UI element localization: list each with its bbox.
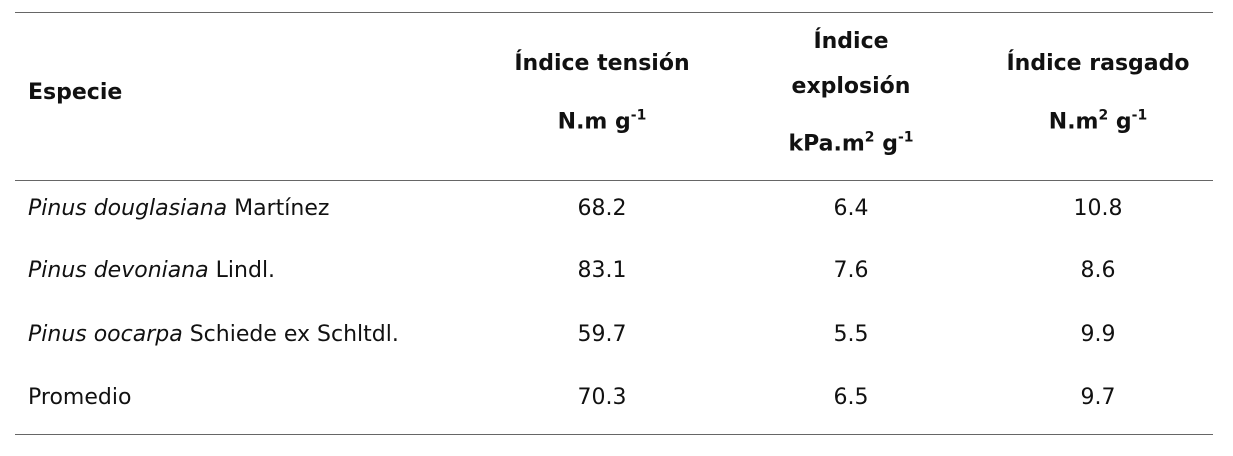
species-cell: Pinus oocarpa Schiede ex Schltdl. [28,324,399,346]
header-unit: N.m g-1 [558,109,647,134]
species-author: Promedio [28,385,132,410]
unit-text: kPa.m [788,131,865,157]
unit-text: g [874,131,898,157]
species-author: Lindl. [215,258,276,283]
value-cell: 83.1 [577,258,627,283]
species-cell: Promedio [28,387,131,409]
species-cell: Pinus douglasiana Martínez [28,198,329,220]
species-cell: Pinus devoniana Lindl. [28,260,275,282]
species-name: Pinus oocarpa [28,322,183,347]
value-cell: 68.2 [577,196,627,221]
header-label: explosión [791,74,911,99]
species-author: Martínez [234,196,330,221]
value-cell: 5.5 [833,322,869,347]
header-unit: kPa.m2 g-1 [788,131,913,156]
unit-superscript: -1 [630,107,647,124]
unit-text: g [1108,109,1132,135]
value-cell: 6.4 [833,196,869,221]
header-label: Especie [28,80,123,105]
unit-superscript: -1 [897,129,914,146]
value-cell: 59.7 [577,322,627,347]
species-name: Pinus douglasiana [28,196,228,221]
value-cell: 6.5 [833,385,869,410]
header-label: Índice tensión [514,51,690,76]
species-author: Schiede ex Schltdl. [189,322,399,347]
unit-text: N.m [1048,109,1099,135]
header-rule [15,180,1213,181]
unit-superscript: -1 [1131,107,1148,124]
value-cell: 9.9 [1080,322,1116,347]
header-label: Índice rasgado [1006,51,1190,76]
unit-text: N.m g [557,109,631,135]
unit-superscript: 2 [864,129,875,146]
value-cell: 9.7 [1080,385,1116,410]
value-cell: 70.3 [577,385,627,410]
top-rule [15,12,1213,13]
header-unit: N.m2 g-1 [1049,109,1147,134]
bottom-rule [15,434,1213,435]
unit-superscript: 2 [1098,107,1109,124]
value-cell: 10.8 [1073,196,1123,221]
value-cell: 8.6 [1080,258,1116,283]
value-cell: 7.6 [833,258,869,283]
header-label: Índice [813,29,889,54]
species-name: Pinus devoniana [28,258,209,283]
